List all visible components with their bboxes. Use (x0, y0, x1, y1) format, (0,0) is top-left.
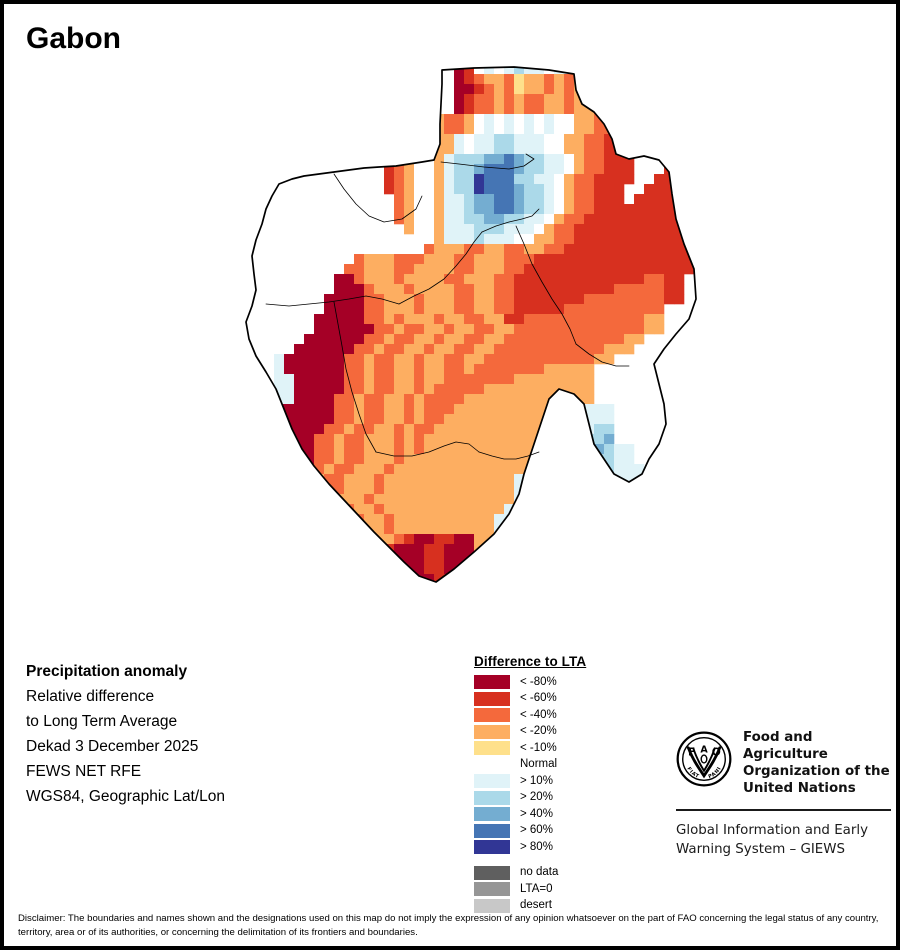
map-legend: Difference to LTA < -80% < -60% < -40% < -2… (474, 654, 654, 914)
legend-extra-swatch (474, 898, 510, 913)
fao-branding: F A O FIAT PANIS Food and (674, 727, 891, 859)
legend-entry-label: < -20% (520, 725, 557, 737)
fao-logo-icon: F A O FIAT PANIS (674, 727, 732, 787)
legend-entry-label: < -60% (520, 692, 557, 704)
fao-org-line-1: Food and Agriculture (743, 730, 828, 762)
giews-line-1: Global Information and Early (676, 823, 869, 838)
description-line-2: to Long Term Average (26, 713, 178, 730)
legend-entry-label: Normal (520, 758, 558, 770)
legend-entry-row[interactable]: < -80% (474, 674, 654, 691)
legend-entry-swatch (474, 758, 510, 772)
legend-entry-label: < -10% (520, 741, 557, 754)
map-raster-canvas[interactable] (154, 54, 774, 614)
legend-spacer (474, 856, 654, 865)
legend-entry-label: > 40% (520, 807, 553, 820)
legend-entry-swatch (474, 708, 510, 723)
legend-entry-row[interactable]: > 80% (474, 839, 654, 856)
fao-org-line-3: United Nations (743, 781, 856, 796)
description-line-projection: WGS84, Geographic Lat/Lon (26, 788, 226, 805)
legend-extra-swatch (474, 865, 510, 880)
legend-entry-swatch (474, 823, 510, 838)
giews-line-2: Warning System – GIEWS (676, 842, 845, 857)
description-line-1: Relative difference (26, 688, 155, 705)
legend-extra-row[interactable]: no data (474, 865, 654, 882)
legend-entry-swatch (474, 741, 510, 756)
legend-entry-row[interactable]: > 60% (474, 823, 654, 840)
page-title: Gabon (26, 22, 121, 55)
description-line-source: FEWS NET RFE (26, 763, 142, 780)
disclaimer-text: Disclaimer: The boundaries and names sho… (18, 913, 879, 938)
svg-text:A: A (700, 744, 708, 755)
fao-divider (676, 809, 891, 811)
legend-entry-swatch (474, 840, 510, 855)
legend-entry-label: < -80% (520, 675, 557, 688)
legend-entry-label: > 20% (520, 791, 553, 803)
svg-text:F: F (688, 746, 695, 759)
map-description: Precipitation anomaly Relative differenc… (26, 659, 356, 809)
legend-extra-label: LTA=0 (520, 882, 553, 895)
legend-title: Difference to LTA (474, 654, 587, 669)
legend-entry-row[interactable]: > 10% (474, 773, 654, 790)
choropleth-map[interactable] (154, 54, 774, 614)
giews-programme-name: Global Information and Early Warning Sys… (676, 821, 891, 859)
legend-entry-row[interactable]: > 20% (474, 790, 654, 807)
svg-text:O: O (712, 746, 721, 759)
fao-organization-name: Food and Agriculture Organization of the… (743, 729, 891, 797)
legend-entry-label: > 60% (520, 824, 553, 836)
fao-org-line-2: Organization of the (743, 764, 890, 779)
legend-entry-row[interactable]: < -20% (474, 724, 654, 741)
legend-extra-row[interactable]: desert (474, 898, 654, 915)
legend-entry-swatch (474, 675, 510, 690)
legend-entry-label: < -40% (520, 708, 557, 721)
description-line-dekad: Dekad 3 December 2025 (26, 738, 199, 755)
legend-extra-list: no data LTA=0 desert (474, 865, 654, 915)
legend-entry-label: > 80% (520, 840, 553, 853)
legend-entry-row[interactable]: Normal (474, 757, 654, 774)
legend-entry-swatch (474, 774, 510, 789)
legend-entry-swatch (474, 691, 510, 706)
legend-entry-row[interactable]: < -60% (474, 691, 654, 708)
legend-entry-swatch (474, 790, 510, 805)
description-line-title: Precipitation anomaly (26, 663, 188, 680)
legend-entry-swatch (474, 807, 510, 822)
legend-entry-list: < -80% < -60% < -40% < -20% < -10% Normal > 10… (474, 674, 654, 856)
legend-entry-row[interactable]: < -10% (474, 740, 654, 757)
legend-entry-label: > 10% (520, 774, 553, 787)
legend-extra-label: desert (520, 899, 552, 911)
legend-entry-row[interactable]: < -40% (474, 707, 654, 724)
fao-header: F A O FIAT PANIS Food and (674, 727, 891, 797)
legend-extra-label: no data (520, 866, 559, 878)
legend-entry-row[interactable]: > 40% (474, 806, 654, 823)
legend-entry-swatch (474, 724, 510, 739)
legend-extra-swatch (474, 882, 510, 897)
legend-extra-row[interactable]: LTA=0 (474, 881, 654, 898)
